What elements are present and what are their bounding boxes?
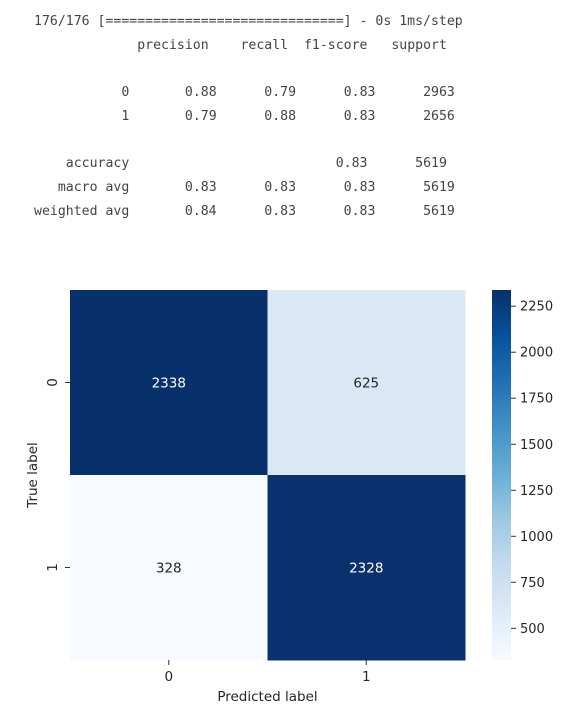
- x-axis-label: Predicted label: [217, 689, 317, 705]
- row-recall: 0.79: [264, 85, 297, 101]
- row-recall: 0.83: [264, 179, 297, 195]
- cell-value-label: 328: [156, 561, 182, 577]
- row-support: 2656: [423, 108, 455, 124]
- report-row: weighted avg 0.84 0.83 0.83 5619: [34, 204, 455, 219]
- cell-value-label: 2338: [152, 376, 186, 392]
- heatmap-cell: [70, 290, 268, 476]
- colorbar: [492, 290, 511, 660]
- row-label: 1: [121, 108, 130, 124]
- row-label: 0: [121, 85, 130, 101]
- y-tick-label: 0: [45, 378, 61, 387]
- row-f1: 0.83: [343, 179, 376, 195]
- report-row: 1 0.79 0.88 0.83 2656: [34, 109, 455, 124]
- x-tick-label: 1: [362, 669, 371, 685]
- header-recall: recall: [240, 37, 289, 53]
- y-tick-label: 1: [45, 563, 61, 572]
- y-axis-label: True label: [25, 442, 41, 509]
- row-f1: 0.83: [343, 108, 376, 124]
- row-precision: 0.83: [184, 179, 217, 195]
- colorbar-tick-label: 1000: [520, 530, 553, 545]
- row-label: weighted avg: [34, 203, 130, 219]
- colorbar-tick-label: 1750: [520, 392, 553, 407]
- row-recall: 0.83: [264, 203, 297, 219]
- row-support: 2963: [423, 85, 455, 101]
- cell-value-label: 2328: [349, 561, 383, 577]
- cell-value-label: 625: [353, 376, 379, 392]
- header-support: support: [391, 37, 447, 53]
- row-support: 5619: [423, 179, 455, 195]
- report-row: 0 0.88 0.79 0.83 2963: [34, 85, 455, 100]
- heatmap-cell: [267, 475, 466, 661]
- colorbar-tick-label: 2000: [520, 346, 553, 361]
- row-precision: 0.79: [184, 108, 217, 124]
- row-support: 5619: [415, 156, 447, 172]
- header-f1-score: f1-score: [303, 37, 368, 53]
- heatmap-cell: [70, 475, 268, 661]
- colorbar-tick-label: 1500: [520, 438, 553, 453]
- report-row: accuracy 0.83 5619: [34, 156, 447, 171]
- colorbar-tick-label: 2250: [520, 300, 553, 315]
- colorbar-tick-label: 500: [520, 622, 545, 637]
- row-support: 5619: [423, 203, 455, 219]
- progress-line: 176/176 [==============================]…: [34, 14, 463, 29]
- x-tick-label: 0: [164, 669, 173, 685]
- row-precision: 0.88: [184, 85, 217, 101]
- row-precision: 0.84: [184, 203, 217, 219]
- row-label: accuracy: [65, 156, 130, 172]
- row-recall: 0.88: [264, 108, 297, 124]
- colorbar-tick-label: 750: [520, 576, 545, 591]
- row-f1: 0.83: [343, 203, 376, 219]
- report-header: precision recall f1-score support: [34, 38, 447, 53]
- heatmap-cell: [267, 290, 466, 476]
- header-precision: precision: [137, 37, 209, 53]
- report-row: macro avg 0.83 0.83 0.83 5619: [34, 180, 455, 195]
- row-f1: 0.83: [343, 85, 376, 101]
- row-label: macro avg: [57, 179, 130, 195]
- colorbar-tick-label: 1250: [520, 484, 553, 499]
- row-f1: 0.83: [335, 156, 368, 172]
- classification-report: 176/176 [==============================]…: [0, 0, 463, 223]
